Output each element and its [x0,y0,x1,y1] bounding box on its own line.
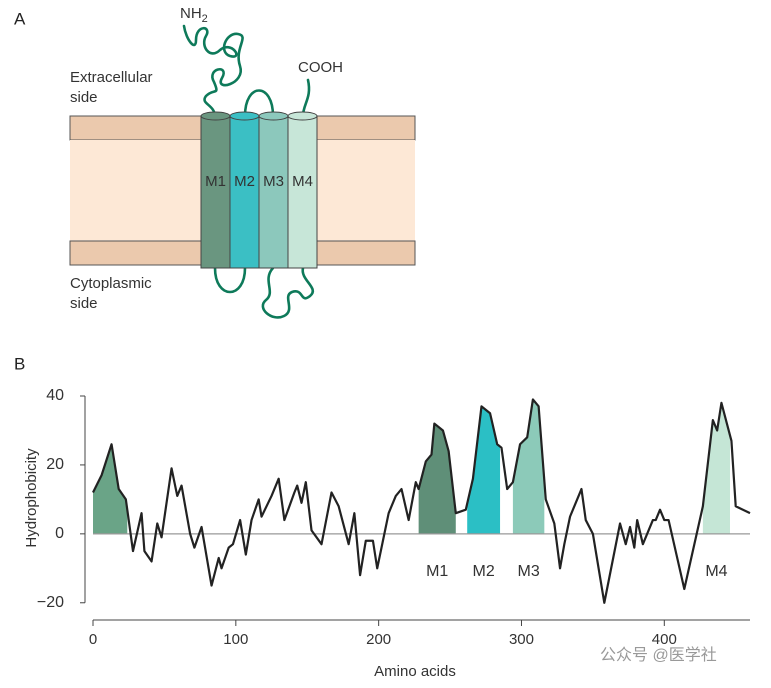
helix-top [200,111,231,121]
region [418,423,456,534]
panel-label: B [14,354,25,373]
x-tick-label: 200 [366,631,391,648]
x-tick-label: 100 [223,631,248,648]
loop [243,89,275,118]
helix [287,115,318,269]
region [702,402,731,534]
region [467,406,501,534]
helix-label: M3 [263,173,284,190]
side-label: Cytoplasmic [70,275,152,292]
helix [200,115,231,269]
loop [213,266,247,294]
y-tick-label: 0 [55,525,64,542]
c-chain [301,78,311,118]
helix-top [287,111,318,121]
helix [258,115,289,269]
watermark: 公众号 @医学社 [600,646,717,664]
n-terminus-text: NH [180,5,202,22]
helix-label: M2 [234,173,255,190]
side-label: side [70,295,98,312]
y-tick-label: 40 [46,387,64,404]
n-terminus: NH2 [180,5,208,25]
y-tick-label: −20 [37,594,64,611]
region-label: M1 [426,563,448,580]
n-chain [182,24,244,118]
helix-label: M1 [205,173,226,190]
region-label: M4 [705,563,727,580]
helices: M1 M2 M3 M4 [200,111,318,269]
data-line [92,398,751,604]
x-tick-label: 0 [89,631,97,648]
region [93,444,128,534]
x-axis-label: Amino acids [374,663,456,680]
helix-top [258,111,289,121]
region [512,399,545,534]
helix-label: M4 [292,173,313,190]
y-tick-label: 20 [46,456,64,473]
region-label: M2 [473,563,495,580]
panel-label: A [14,9,26,28]
y-axis-label: Hydrophobicity [23,448,40,548]
side-label: Extracellular [70,69,153,86]
x-tick-label: 400 [652,631,677,648]
x-tick-label: 300 [509,631,534,648]
loop [261,266,314,319]
side-label: side [70,89,98,106]
helix [229,115,260,269]
c-terminus: COOH [298,59,343,76]
n-terminus-sub: 2 [202,13,208,25]
helix-top [229,111,260,121]
region-label: M3 [518,563,540,580]
